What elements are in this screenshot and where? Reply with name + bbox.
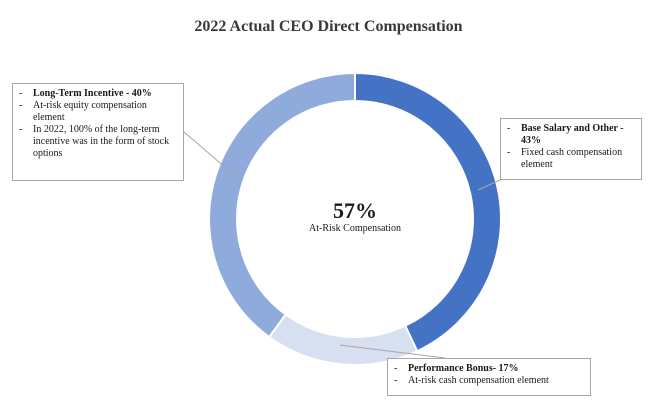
center-label: At-Risk Compensation — [309, 223, 401, 234]
center-percentage: 57% — [333, 198, 377, 223]
bullet-dash: - — [394, 375, 398, 386]
callout-performance-bonus: - Performance Bonus- 17% - At-risk cash … — [387, 358, 591, 396]
callout-bullet: Fixed cash compensation element — [521, 147, 623, 170]
leader-line-lti — [183, 131, 241, 181]
callout-bullet: In 2022, 100% of the long-term incentive… — [33, 124, 170, 159]
callout-title: Performance Bonus- 17% — [408, 363, 519, 374]
leader-line-perf — [339, 344, 446, 359]
bullet-dash: - — [394, 363, 398, 374]
bullet-dash: - — [507, 147, 511, 158]
callout-title: Base Salary and Other - 43% — [521, 123, 624, 146]
callout-long-term-incentive: - Long-Term Incentive - 40% - At-risk eq… — [12, 83, 184, 181]
bullet-dash: - — [19, 100, 23, 111]
bullet-dash: - — [19, 88, 23, 99]
callout-base-salary: - Base Salary and Other - 43% - Fixed ca… — [500, 118, 642, 180]
donut-segment-long-term-incentive — [208, 71, 356, 339]
bullet-dash: - — [507, 123, 511, 134]
callout-bullet: At-risk cash compensation element — [408, 375, 549, 386]
chart-title: 2022 Actual CEO Direct Compensation — [194, 18, 463, 35]
bullet-dash: - — [19, 124, 23, 135]
callout-title: Long-Term Incentive - 40% — [33, 88, 152, 99]
callout-bullet: At-risk equity compensation element — [33, 100, 147, 123]
leader-line-base — [477, 179, 501, 191]
